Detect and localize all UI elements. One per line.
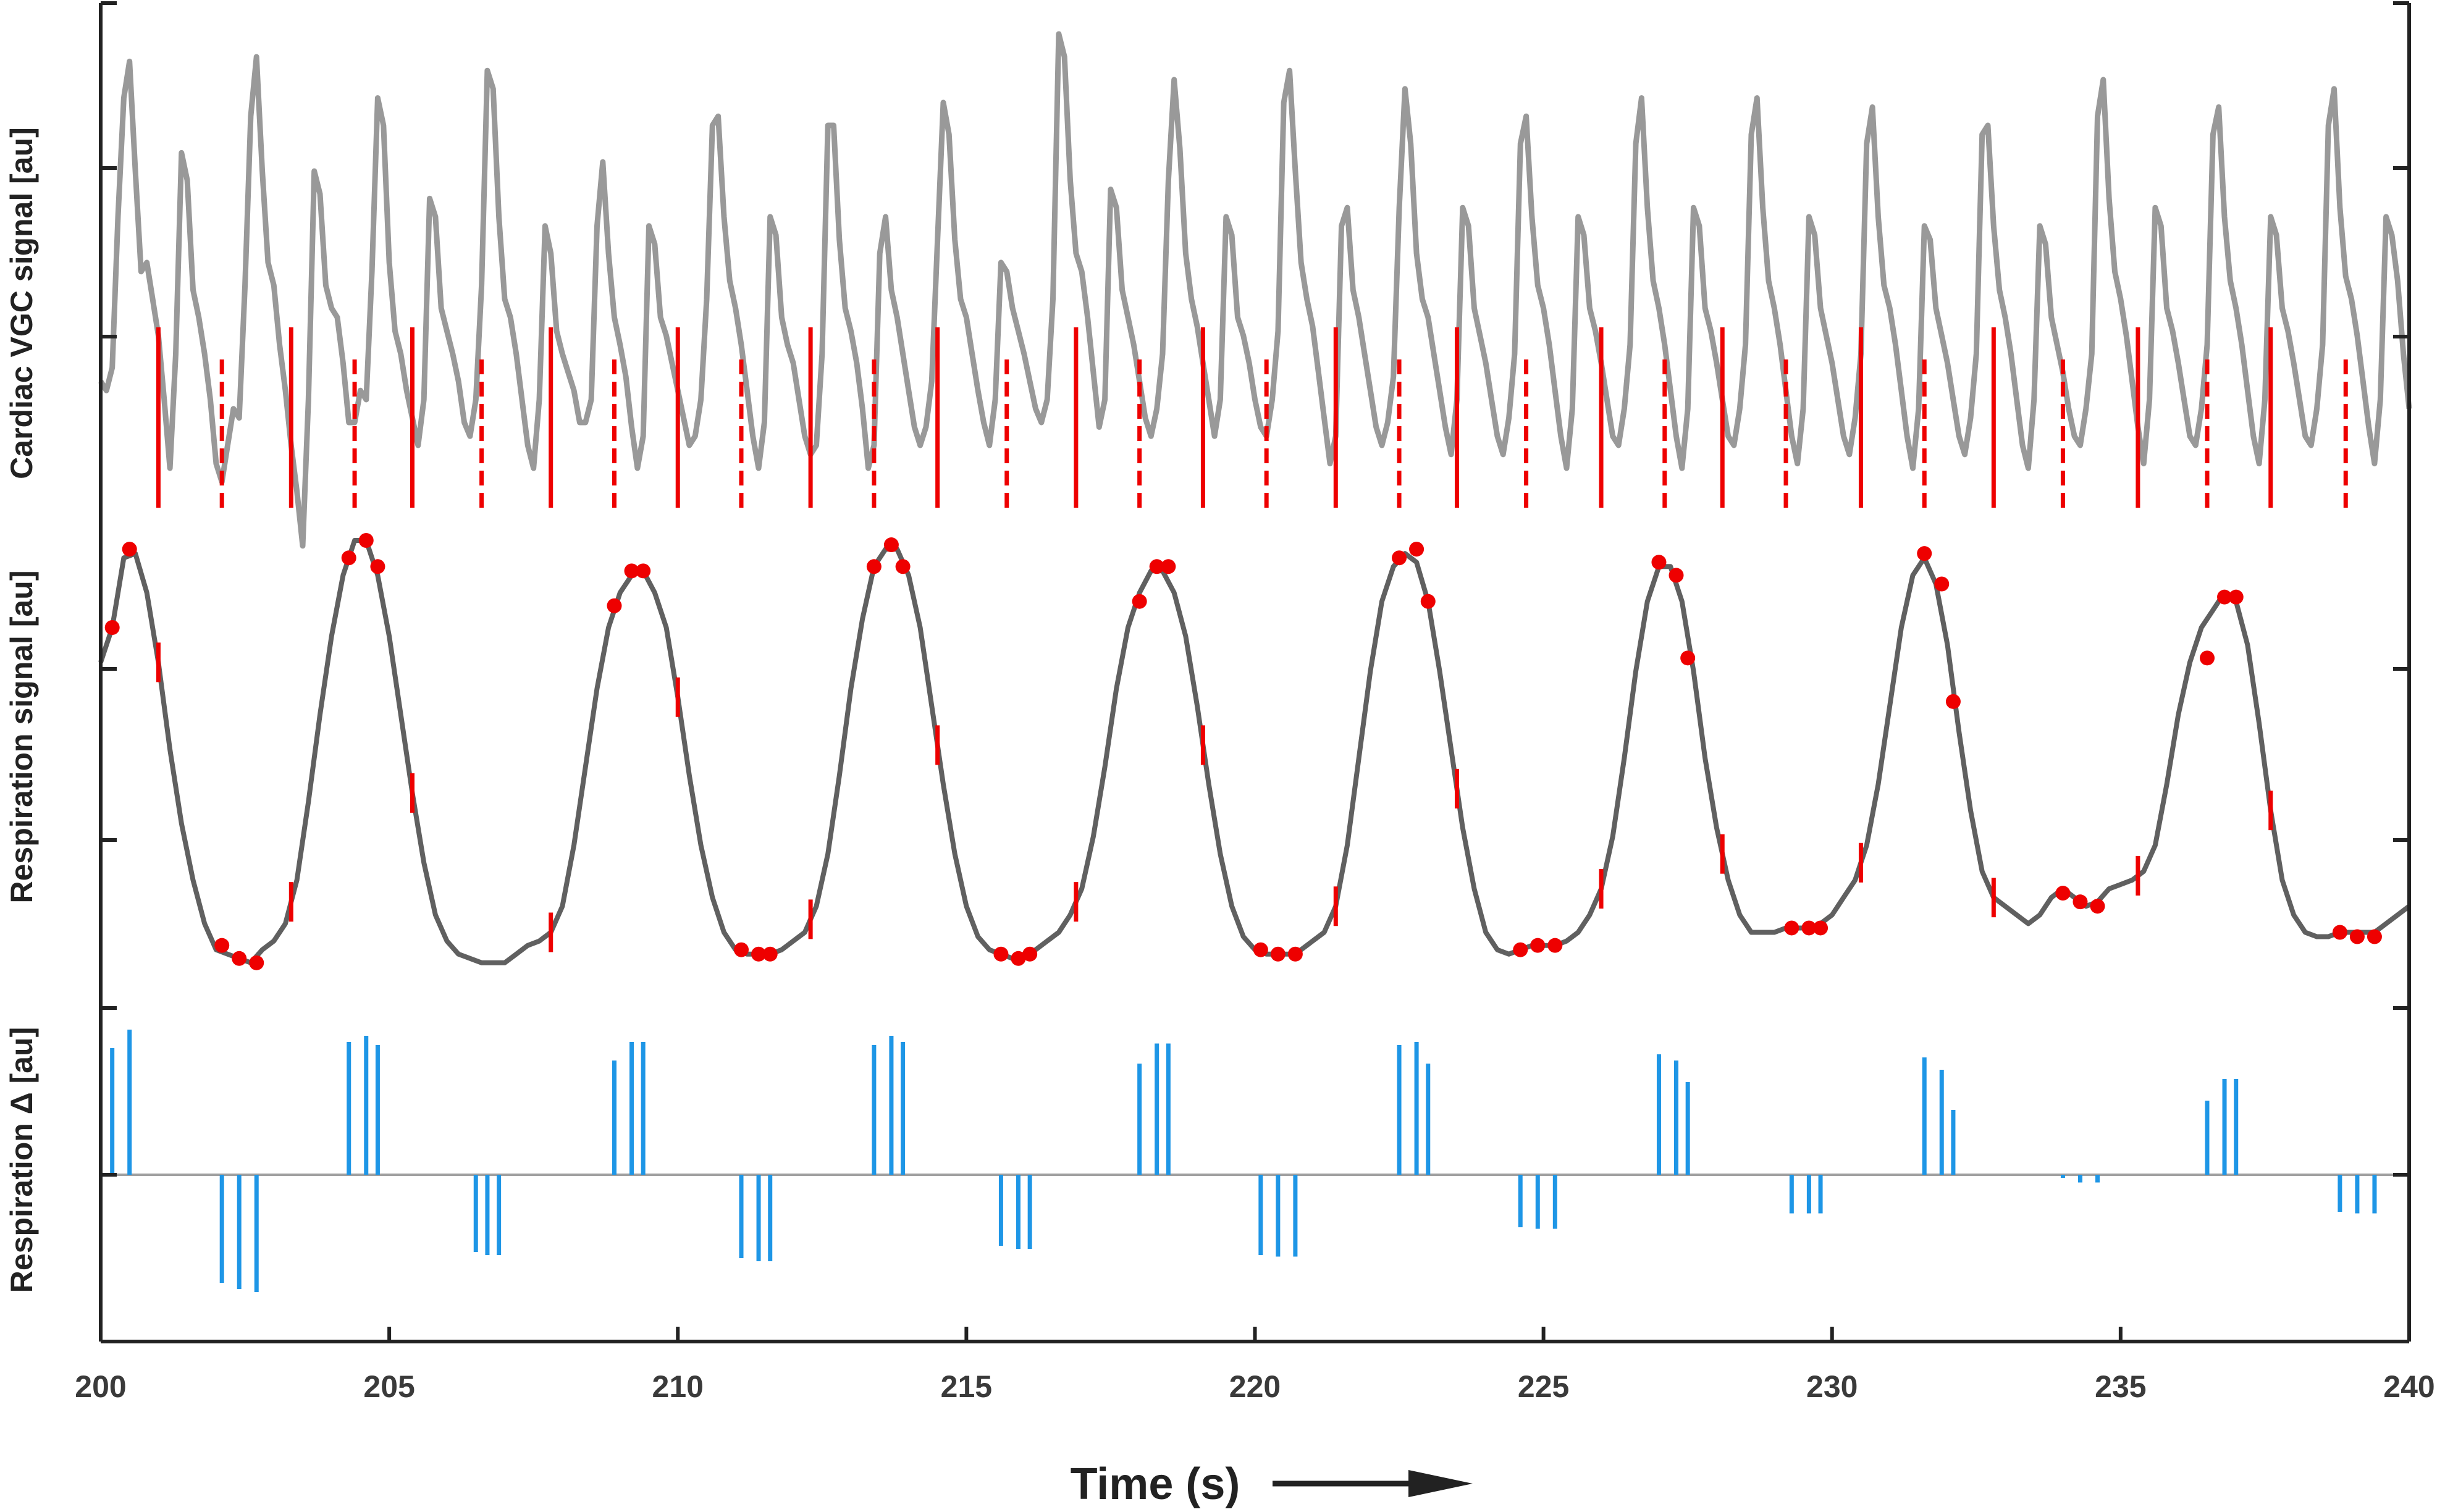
respiration-sample-dot — [1801, 920, 1817, 936]
respiration-sample-dot — [1934, 576, 1950, 592]
x-tick-label: 235 — [2095, 1369, 2146, 1404]
x-axis-label: Time (s) — [1071, 1460, 1240, 1509]
respiration-sample-dot — [2073, 894, 2088, 910]
respiration-sample-dot — [1011, 951, 1026, 966]
respiration-sample-dot — [1409, 542, 1424, 557]
plot-area — [98, 31, 2412, 1292]
respiration-sample-dot — [2055, 886, 2071, 901]
respiration-sample-dot — [734, 942, 749, 957]
x-tick-label: 215 — [941, 1369, 992, 1404]
respiration-sample-dot — [1917, 546, 1932, 561]
respiration-sample-dot — [2367, 929, 2382, 944]
respiration-sample-dot — [1132, 594, 1147, 609]
respiration-sample-dot — [1669, 568, 1684, 583]
respiration-sample-dot — [1547, 938, 1563, 953]
respiration-sample-dot — [895, 559, 911, 574]
respiration-sample-dot — [1530, 938, 1546, 953]
respiration-sample-dot — [866, 559, 882, 574]
respiration-ylabel: Respiration signal [au] — [4, 571, 39, 904]
x-tick-label: 225 — [1518, 1369, 1569, 1404]
respiration-sample-dot — [624, 563, 639, 579]
respiration-sample-dot — [358, 533, 374, 548]
x-tick-label: 200 — [75, 1369, 126, 1404]
respiration-sample-dot — [883, 537, 899, 553]
respiration-sample-dot — [2200, 650, 2215, 666]
cardiac-signal-line — [98, 31, 2412, 549]
respiration-sample-dot — [751, 946, 767, 962]
delta-ylabel: Respiration Δ [au] — [4, 1027, 39, 1293]
respiration-sample-dot — [1420, 594, 1436, 609]
respiration-sample-dot — [1945, 694, 1961, 709]
respiration-sample-dot — [2090, 899, 2105, 914]
respiration-sample-dot — [370, 559, 385, 574]
x-tick-labels: 200 205 210 215 220 225 230 235 240 — [75, 1369, 2434, 1404]
x-tick-label: 230 — [1806, 1369, 1858, 1404]
respiration-sample-dot — [1513, 942, 1528, 957]
respiration-sample-dot — [2217, 589, 2232, 605]
respiration-sample-dot — [1813, 920, 1828, 936]
cardiac-ylabel: Cardiac VGC signal [au] — [4, 127, 39, 479]
respiration-sample-dot — [1392, 550, 1407, 566]
respiration-sample-dot — [232, 951, 247, 966]
axes-frame — [99, 1, 2411, 1343]
respiration-sample-dot — [214, 938, 230, 953]
respiration-sample-dot — [2332, 925, 2347, 940]
arrow-right-icon — [1273, 1470, 1473, 1497]
respiration-sample-dot — [2349, 929, 2365, 944]
respiration-sample-dot — [607, 598, 622, 613]
respiration-sample-dot — [1651, 555, 1667, 570]
respiration-sample-dot — [341, 550, 356, 566]
respiration-sample-dot — [1680, 650, 1696, 666]
respiration-sample-dot — [249, 955, 264, 970]
x-tick-label: 220 — [1229, 1369, 1281, 1404]
x-tick-label: 240 — [2383, 1369, 2434, 1404]
x-tick-label: 205 — [363, 1369, 415, 1404]
x-tick-label: 210 — [652, 1369, 704, 1404]
respiration-sample-dot — [2228, 589, 2244, 605]
respiration-sample-dot — [1022, 946, 1038, 962]
respiration-sample-dot — [1784, 920, 1799, 936]
respiration-sample-dot — [1149, 559, 1164, 574]
respiration-sample-dot — [122, 542, 137, 557]
respiration-sample-dot — [1287, 946, 1303, 962]
respiration-sample-dot — [762, 946, 778, 962]
respiration-sample-dot — [636, 563, 651, 579]
respiration-sample-dot — [1161, 559, 1176, 574]
respiration-sample-dot — [1253, 942, 1268, 957]
respiration-sample-dot — [993, 946, 1009, 962]
respiration-sample-dot — [104, 620, 120, 635]
respiration-sample-dot — [1270, 946, 1286, 962]
